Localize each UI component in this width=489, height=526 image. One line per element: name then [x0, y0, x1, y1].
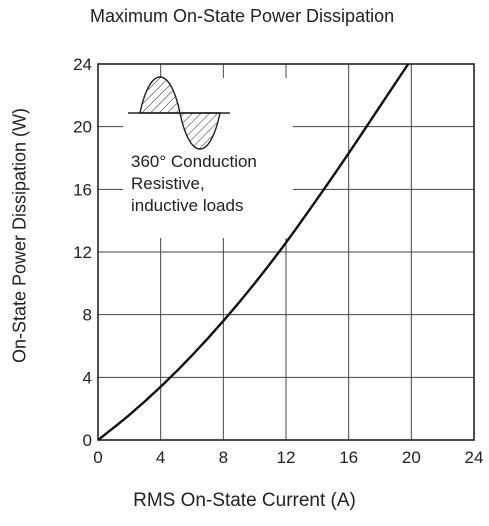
tick-labels: 0 4 8 12 16 20 24 0 4 8 12 16 20 24: [73, 55, 483, 467]
y-tick-label: 12: [73, 243, 92, 262]
y-tick-label: 0: [83, 431, 92, 450]
waveform-inset: [123, 76, 293, 238]
y-tick-label: 24: [73, 55, 92, 74]
annotation-conduction: 360° Conduction: [131, 152, 257, 171]
x-axis-label: RMS On-State Current (A): [133, 490, 356, 511]
y-tick-label: 20: [73, 118, 92, 137]
x-tick-label: 20: [402, 448, 421, 467]
plot-frame: [97, 63, 475, 441]
chart-title: Maximum On-State Power Dissipation: [90, 6, 395, 26]
annotation-resistive: Resistive,: [131, 174, 205, 193]
x-tick-label: 16: [339, 448, 358, 467]
y-tick-label: 8: [83, 306, 92, 325]
x-tick-label: 8: [219, 448, 228, 467]
y-tick-label: 16: [73, 180, 92, 199]
waveform-negative-half: [179, 112, 221, 150]
x-tick-label: 24: [465, 448, 484, 467]
series-line: [97, 63, 410, 441]
y-tick-label: 4: [83, 368, 92, 387]
annotation-inductive: inductive loads: [131, 196, 244, 215]
x-tick-label: 12: [277, 448, 296, 467]
x-tick-label: 0: [93, 448, 102, 467]
waveform-positive-half: [139, 76, 181, 114]
x-tick-label: 4: [156, 448, 165, 467]
